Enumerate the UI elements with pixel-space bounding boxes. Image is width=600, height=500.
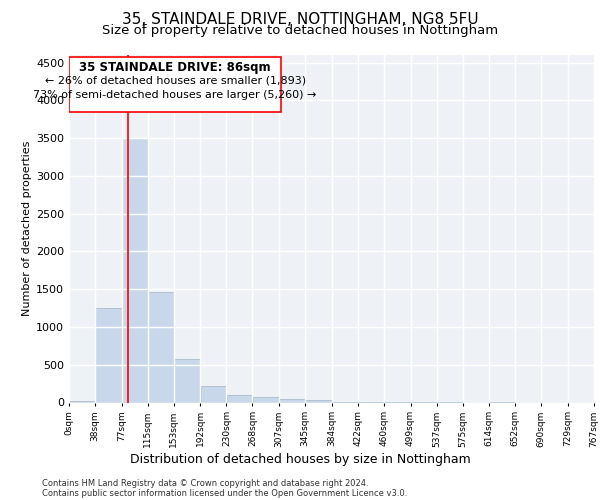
Bar	[305, 400, 332, 402]
Text: Contains public sector information licensed under the Open Government Licence v3: Contains public sector information licen…	[42, 489, 407, 498]
FancyBboxPatch shape	[69, 56, 281, 112]
Text: 35 STAINDALE DRIVE: 86sqm: 35 STAINDALE DRIVE: 86sqm	[79, 62, 271, 74]
Bar	[280, 398, 305, 402]
Text: 35, STAINDALE DRIVE, NOTTINGHAM, NG8 5FU: 35, STAINDALE DRIVE, NOTTINGHAM, NG8 5FU	[122, 12, 478, 28]
Bar	[253, 397, 279, 402]
Text: Size of property relative to detached houses in Nottingham: Size of property relative to detached ho…	[102, 24, 498, 37]
Text: Contains HM Land Registry data © Crown copyright and database right 2024.: Contains HM Land Registry data © Crown c…	[42, 479, 368, 488]
Text: Distribution of detached houses by size in Nottingham: Distribution of detached houses by size …	[130, 452, 470, 466]
Bar	[174, 360, 200, 403]
Text: ← 26% of detached houses are smaller (1,893): ← 26% of detached houses are smaller (1,…	[44, 76, 305, 86]
Y-axis label: Number of detached properties: Number of detached properties	[22, 141, 32, 316]
Text: 73% of semi-detached houses are larger (5,260) →: 73% of semi-detached houses are larger (…	[34, 90, 317, 101]
Bar	[227, 395, 252, 402]
Bar	[69, 400, 95, 402]
Bar	[122, 138, 148, 402]
Bar	[148, 292, 173, 403]
Bar	[200, 386, 226, 402]
Bar	[95, 308, 122, 402]
